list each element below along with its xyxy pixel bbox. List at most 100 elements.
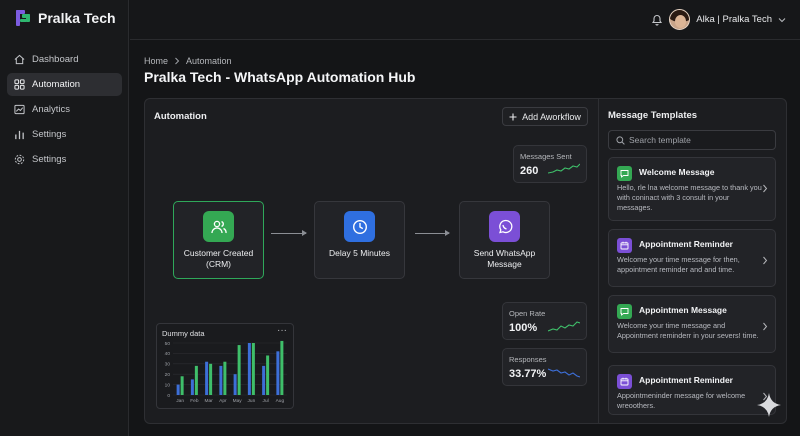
clock-icon: [352, 219, 367, 234]
template-name: Appointment Reminder: [639, 375, 733, 385]
x-tick-label: Jan: [176, 398, 184, 404]
breadcrumb-home[interactable]: Home: [144, 56, 169, 66]
stat-value: 260: [520, 165, 539, 177]
calendar-icon: [620, 241, 629, 250]
bar-chart: 0 10 20 30 40 50 Jan Feb Mar Apr May Jun Jul Aug: [165, 340, 287, 404]
calendar-icon-tile: [617, 374, 632, 389]
template-desc: Welcome your time message and Appointmen…: [617, 321, 759, 340]
whatsapp-icon-tile: [489, 211, 520, 242]
stat-responses: Responses 33.77%: [502, 348, 587, 386]
user-menu[interactable]: Alka | Pralka Tech: [669, 9, 786, 30]
sidebar-item-settings[interactable]: Settings: [7, 148, 122, 171]
bar-jan-series-2: [180, 376, 184, 395]
sparkline-green: [548, 163, 580, 174]
grid-icon: [14, 79, 25, 90]
dummy-data-chart: Dummy data ··· 0 10 20 30 40 50 Jan Feb Mar Apr Ma…: [156, 323, 294, 409]
calendar-icon: [620, 377, 629, 386]
sidebar-item-automation[interactable]: Automation: [7, 73, 122, 96]
flow-arrow: [271, 230, 307, 236]
sidebar-nav: Dashboard Automation Analytics Settings …: [7, 48, 122, 173]
search-input[interactable]: [629, 133, 769, 147]
automation-panel: Automation Add Aworkflow Messages Sent 2…: [144, 98, 787, 424]
chevron-right-icon: [763, 184, 768, 193]
bar-mar-series-1: [205, 361, 209, 395]
sidebar: Pralka Tech Dashboard Automation Analyti…: [0, 0, 129, 436]
sparkle-icon: [757, 393, 781, 417]
calendar-icon-tile: [617, 238, 632, 253]
more-options-icon[interactable]: ···: [277, 325, 287, 336]
sidebar-item-label: Automation: [32, 79, 81, 90]
flow-node-send-whatsapp[interactable]: Send WhatsApp Message: [459, 201, 550, 279]
x-tick-label: Feb: [190, 398, 199, 404]
message-icon-tile: [617, 166, 632, 181]
top-bar: Alka | Pralka Tech: [130, 0, 800, 40]
flow-node-customer-created[interactable]: Customer Created (CRM): [173, 201, 264, 279]
users-icon: [210, 220, 227, 233]
bar-apr-series-2: [223, 361, 227, 395]
app-name: Pralka Tech: [38, 10, 116, 26]
sidebar-item-label: Dashboard: [32, 54, 79, 65]
y-tick-label: 40: [165, 351, 171, 357]
gear-icon: [14, 154, 25, 165]
x-tick-label: Jul: [263, 398, 269, 404]
plus-icon: [509, 113, 517, 120]
page-title: Pralka Tech - WhatsApp Automation Hub: [144, 69, 416, 85]
sidebar-item-label: Settings: [32, 129, 67, 140]
breadcrumb-current: Automation: [186, 56, 232, 66]
bar-mar-series-2: [209, 363, 213, 395]
stat-value: 33.77%: [509, 368, 547, 380]
y-tick-label: 20: [165, 372, 171, 378]
x-tick-label: Aug: [276, 398, 285, 404]
template-name: Welcome Message: [639, 167, 715, 177]
bar-jun-series-1: [247, 343, 251, 395]
add-workflow-button[interactable]: Add Aworkflow: [502, 107, 588, 126]
x-tick-label: Jun: [248, 398, 256, 404]
stat-value: 100%: [509, 322, 538, 334]
x-tick-label: Mar: [204, 398, 213, 404]
template-name: Appointmen Message: [639, 305, 727, 315]
chevron-right-icon: [763, 392, 768, 401]
message-icon-tile: [617, 304, 632, 319]
template-card[interactable]: Appointment Reminder Welcome your time m…: [608, 229, 776, 287]
bell-icon[interactable]: [651, 13, 663, 26]
template-card[interactable]: Appointmen Message Welcome your time mes…: [608, 295, 776, 353]
automation-title: Automation: [154, 111, 207, 122]
y-tick-label: 50: [165, 341, 171, 347]
template-card[interactable]: Appointment Reminder Appointmeninder mes…: [608, 365, 776, 415]
logo-icon: [16, 10, 30, 26]
chevron-right-icon: [763, 256, 768, 265]
bar-aug-series-1: [276, 351, 280, 395]
y-tick-label: 10: [165, 382, 171, 388]
stat-label: Responses: [509, 355, 547, 364]
sidebar-item-settings-reports[interactable]: Settings: [7, 123, 122, 146]
whatsapp-icon: [498, 219, 512, 233]
template-desc: Hello, rle lna welcome message to thank …: [617, 183, 762, 212]
stat-messages-sent: Messages Sent 260: [513, 145, 587, 183]
bar-jun-series-2: [251, 343, 255, 395]
chart-title: Dummy data: [162, 329, 205, 338]
x-tick-label: Apr: [219, 398, 227, 404]
bar-aug-series-2: [280, 340, 284, 395]
template-desc: Welcome your time message for then, appo…: [617, 255, 740, 274]
bar-feb-series-1: [190, 379, 194, 395]
bar-feb-series-2: [194, 365, 198, 395]
sparkline-green: [548, 321, 580, 332]
bar-may-series-2: [237, 345, 241, 395]
flow-arrow: [415, 230, 450, 236]
templates-title: Message Templates: [608, 110, 698, 121]
bar-chart-icon: [15, 130, 24, 140]
sidebar-item-dashboard[interactable]: Dashboard: [7, 48, 122, 71]
flow-node-delay[interactable]: Delay 5 Minutes: [314, 201, 405, 279]
bar-jul-series-2: [266, 355, 270, 395]
template-name: Appointment Reminder: [639, 239, 733, 249]
flow-node-label: Customer Created (CRM): [183, 248, 254, 269]
logo[interactable]: Pralka Tech: [14, 9, 116, 27]
panel-divider: [598, 99, 599, 423]
breadcrumb: Home Automation: [144, 56, 232, 66]
dashboard-icon: [14, 54, 25, 65]
users-icon-tile: [203, 211, 234, 242]
template-card[interactable]: Welcome Message Hello, rle lna welcome m…: [608, 157, 776, 221]
sidebar-item-analytics[interactable]: Analytics: [7, 98, 122, 121]
message-icon: [620, 308, 629, 316]
template-search: [608, 130, 776, 150]
